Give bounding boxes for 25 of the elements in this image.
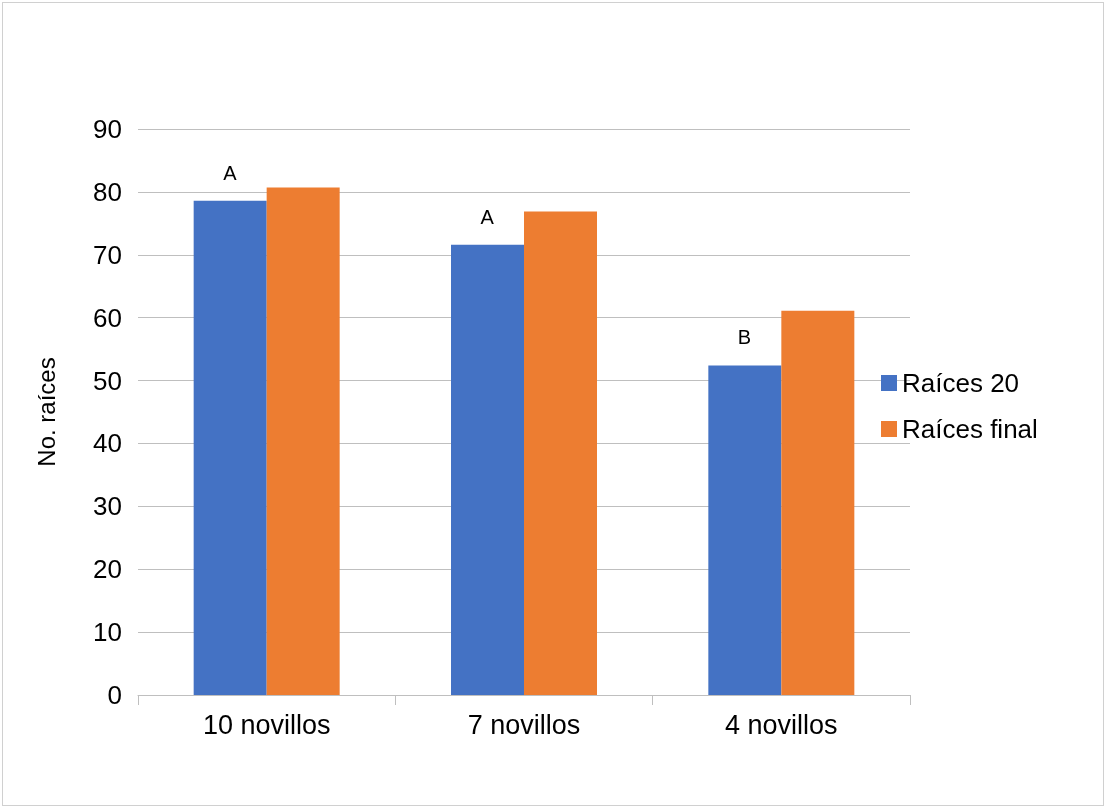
y-tick-label: 30	[93, 491, 122, 522]
y-tick-label: 40	[93, 428, 122, 459]
annotation: A	[223, 161, 238, 184]
x-tick-label: 10 novillos	[202, 709, 331, 740]
legend-label: Raíces 20	[902, 368, 1020, 398]
annotation: A	[480, 205, 495, 228]
annotation: B	[737, 326, 752, 349]
bar	[451, 244, 524, 695]
y-tick-label: 80	[93, 176, 122, 207]
y-tick-label: 60	[93, 302, 122, 333]
bar	[708, 365, 782, 695]
bar	[524, 211, 597, 695]
bar	[193, 200, 267, 695]
y-tick-label: 20	[93, 554, 122, 585]
y-tick-label: 90	[93, 114, 122, 144]
y-tick-label: 70	[93, 239, 122, 270]
y-tick-label: 10	[93, 617, 122, 648]
bar	[266, 187, 340, 695]
x-tick-label: 4 novillos	[725, 709, 838, 740]
bar	[781, 310, 855, 695]
y-tick-label: 50	[93, 365, 122, 396]
legend-label: Raíces final	[902, 414, 1038, 444]
y-axis-title: No. raíces	[32, 357, 60, 467]
y-tick-label: 0	[107, 680, 122, 710]
x-tick-label: 7 novillos	[467, 709, 581, 740]
